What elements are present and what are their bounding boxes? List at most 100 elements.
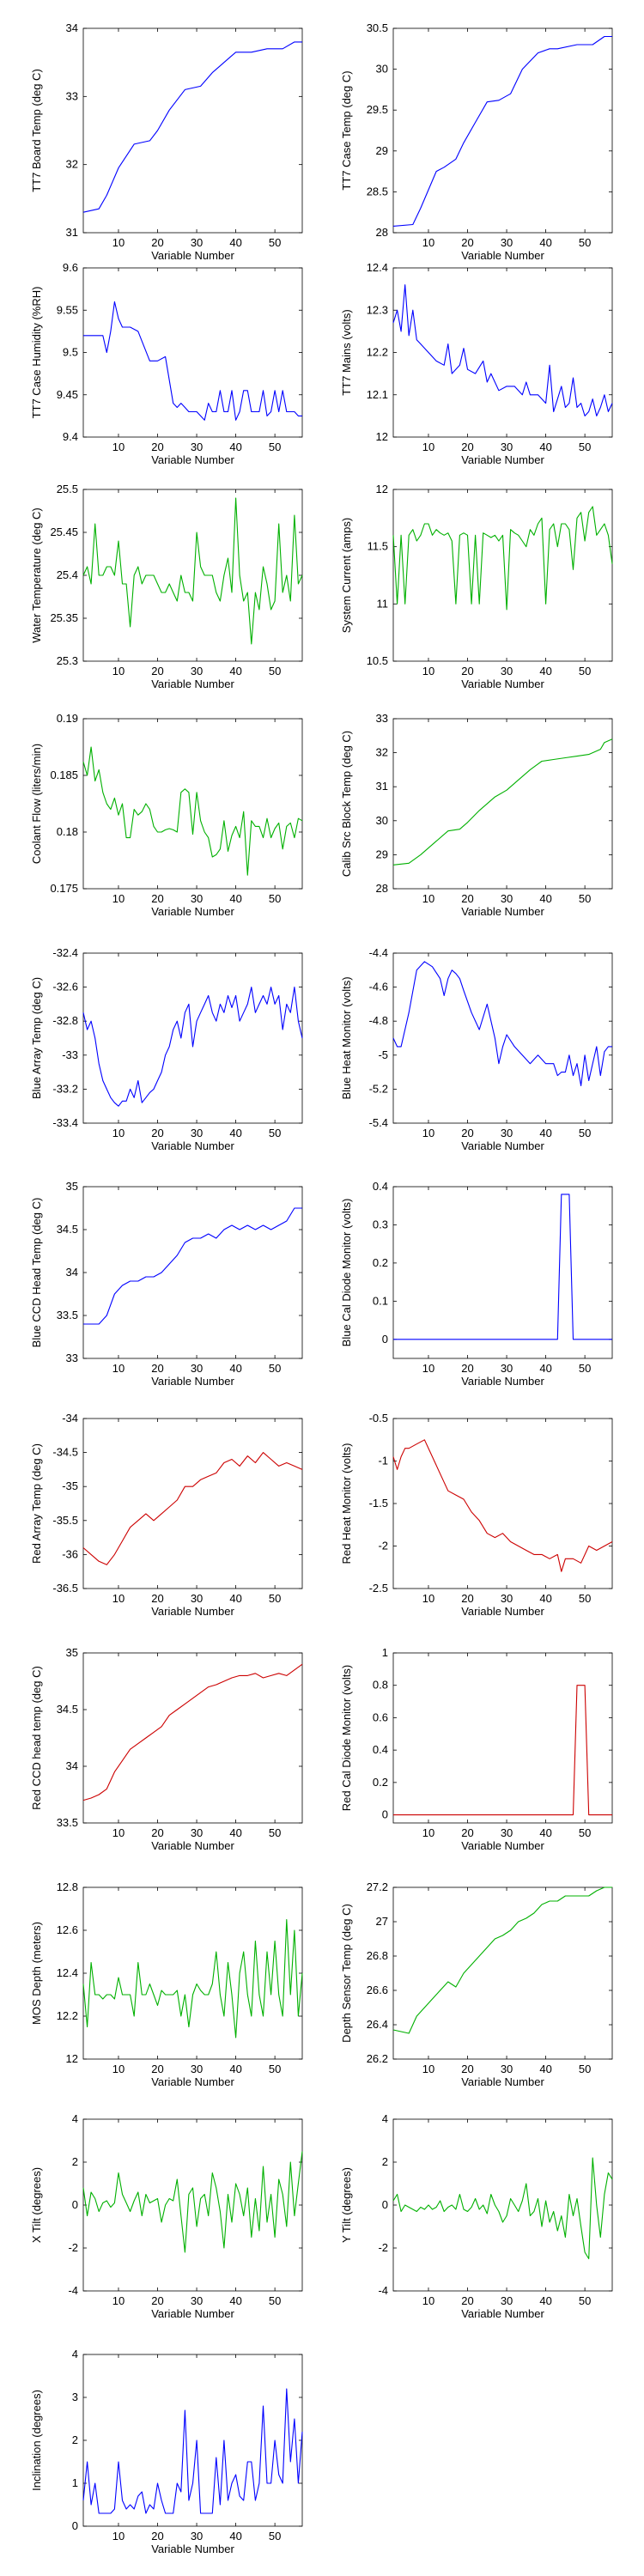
x-tick-label: 10 [422,2294,434,2307]
plot-frame [392,2118,613,2292]
x-tick-label: 30 [501,2063,513,2075]
y-tick-label: 28 [376,882,388,895]
y-axis-label: Blue Array Temp (deg C) [30,977,43,1099]
plot-frame [82,1652,303,1824]
y-tick-label: 4 [72,2348,78,2360]
y-tick-label: 9.55 [57,303,78,316]
series-line [83,1207,302,1325]
y-tick-label: 12.4 [57,1966,78,1979]
chart-20: 10 20 30 40 50 -4 -2 0 2 4 Variable Number Y Tilt (… [340,2112,613,2320]
x-tick-label: 20 [461,1127,473,1139]
y-axis-label: Blue Heat Monitor (volts) [340,976,353,1099]
x-tick-label: 40 [229,1127,241,1139]
y-tick-label: 12.4 [367,261,388,274]
series-line [393,1685,612,1816]
y-tick-label: 12 [66,2052,78,2065]
y-tick-label: 0 [382,1333,388,1346]
x-tick-label: 10 [112,440,125,453]
y-tick-label: -5 [378,1048,388,1061]
x-tick-label: 20 [151,2294,163,2307]
x-axis-label: Variable Number [461,2307,544,2320]
y-tick-label: -5.2 [369,1082,388,1095]
x-tick-label: 40 [229,2294,241,2307]
x-tick-label: 30 [501,236,513,249]
chart-2: 10 20 30 40 50 28 28.5 29 29.5 30 30.5 Variable Num… [340,21,613,262]
x-tick-label: 20 [461,892,473,905]
y-tick-label: 0.8 [373,1679,388,1692]
x-tick-label: 20 [151,1592,163,1605]
x-tick-label: 10 [422,440,434,453]
chart-1: 10 20 30 40 50 31 32 33 34 Variable Number TT7 Boa… [30,21,303,262]
x-tick-label: 30 [191,2530,203,2543]
y-tick-label: 33.5 [57,1309,78,1321]
chart-8: 10 20 30 40 50 28 29 30 31 32 33 Variable Number Cal… [340,712,613,918]
y-tick-label: 4 [72,2112,78,2125]
x-tick-label: 40 [539,2294,551,2307]
chart-6: 10 20 30 40 50 10.5 11 11.5 12 Variable Number Sys… [340,483,613,690]
x-tick-label: 10 [112,1592,125,1605]
y-tick-label: 29 [376,848,388,860]
x-tick-label: 20 [461,2063,473,2075]
x-tick-label: 20 [151,1826,163,1839]
y-tick-label: 34 [66,1759,78,1772]
y-axis-label: Y Tilt (degrees) [340,2167,353,2243]
y-tick-label: 29.5 [367,103,388,116]
x-tick-label: 50 [579,892,591,905]
chart-21: 10 20 30 40 50 0 1 2 3 4 Variable Number Inclinatio… [30,2348,303,2555]
y-tick-label: 34.5 [57,1703,78,1716]
y-axis-label: Red Cal Diode Monitor (volts) [340,1665,353,1812]
x-tick-label: 20 [151,665,163,677]
y-tick-label: 1 [382,1646,388,1659]
x-tick-label: 10 [112,2063,125,2075]
y-tick-label: -5.4 [369,1116,388,1129]
chart-10: 10 20 30 40 50 -5.4 -5.2 -5 -4.8 -4.6 -4.4 Variable… [340,946,613,1152]
series-line [82,2151,303,2253]
plot-frame [82,2354,303,2527]
y-axis-label: Blue CCD Head Temp (deg C) [30,1198,43,1348]
chart-11: 10 20 30 40 50 33 33.5 34 34.5 35 Variable Number B… [30,1180,303,1388]
x-tick-label: 30 [501,892,513,905]
y-axis-label: X Tilt (degrees) [30,2167,43,2243]
plot-frame [82,1418,303,1589]
x-tick-label: 10 [112,1127,125,1139]
x-tick-label: 40 [229,2063,241,2075]
chart-19: 10 20 30 40 50 -4 -2 0 2 4 Variable Number X Tilt (… [30,2112,303,2320]
y-tick-label: -34 [62,1412,78,1425]
x-tick-label: 10 [112,236,125,249]
x-tick-label: 10 [422,236,434,249]
y-tick-label: 0.2 [373,1776,388,1789]
x-tick-label: 10 [112,1826,125,1839]
y-tick-label: 26.8 [367,1949,388,1962]
x-tick-label: 50 [269,1592,281,1605]
x-tick-label: 10 [422,1362,434,1375]
chart-15: 10 20 30 40 50 33.5 34 34.5 35 Variable Number Red… [30,1646,303,1852]
x-tick-label: 20 [461,2294,473,2307]
x-tick-label: 50 [269,1127,281,1139]
y-tick-label: 35 [66,1646,78,1659]
x-tick-label: 20 [461,236,473,249]
y-tick-label: 1 [72,2476,78,2489]
x-tick-label: 30 [191,1362,203,1375]
y-tick-label: 0.185 [50,769,78,781]
chart-13: 10 20 30 40 50 -36.5 -36 -35.5 -35 -34.5 -34 Variab… [30,1412,303,1618]
y-tick-label: 9.45 [57,388,78,401]
plot-frame [82,1186,303,1359]
x-axis-label: Variable Number [151,1375,234,1388]
series-line [82,1452,303,1565]
y-tick-label: -4 [378,2284,388,2297]
x-tick-label: 50 [269,2294,281,2307]
y-tick-label: -36 [62,1547,78,1560]
x-axis-label: Variable Number [151,1839,234,1852]
x-tick-label: 50 [269,2530,281,2543]
x-tick-label: 50 [579,2063,591,2075]
x-tick-label: 50 [269,665,281,677]
y-axis-label: Red Array Temp (deg C) [30,1443,43,1564]
x-tick-label: 40 [229,236,241,249]
x-tick-label: 40 [229,892,241,905]
y-tick-label: -2 [68,2241,78,2254]
x-tick-label: 10 [112,1362,125,1375]
plot-frame [392,489,613,662]
x-tick-label: 40 [229,665,241,677]
series-line [392,961,612,1086]
y-tick-label: -1 [378,1455,388,1467]
